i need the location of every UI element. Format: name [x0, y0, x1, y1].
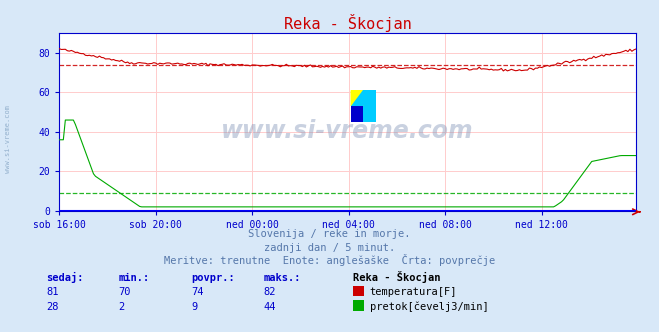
- Text: min.:: min.:: [119, 273, 150, 283]
- Text: www.si-vreme.com: www.si-vreme.com: [221, 119, 474, 143]
- Text: 9: 9: [191, 302, 197, 312]
- Text: www.si-vreme.com: www.si-vreme.com: [5, 106, 11, 173]
- Text: Slovenija / reke in morje.: Slovenija / reke in morje.: [248, 229, 411, 239]
- Title: Reka - Škocjan: Reka - Škocjan: [284, 14, 411, 32]
- Text: maks.:: maks.:: [264, 273, 301, 283]
- Text: 44: 44: [264, 302, 276, 312]
- Text: Meritve: trenutne  Enote: anglešaške  Črta: povprečje: Meritve: trenutne Enote: anglešaške Črta…: [164, 254, 495, 266]
- Text: 70: 70: [119, 288, 131, 297]
- Text: temperatura[F]: temperatura[F]: [370, 288, 457, 297]
- Text: 2: 2: [119, 302, 125, 312]
- Text: 81: 81: [46, 288, 59, 297]
- Text: zadnji dan / 5 minut.: zadnji dan / 5 minut.: [264, 243, 395, 253]
- Text: sedaj:: sedaj:: [46, 272, 84, 283]
- Text: 28: 28: [46, 302, 59, 312]
- Text: 82: 82: [264, 288, 276, 297]
- Text: Reka - Škocjan: Reka - Škocjan: [353, 271, 440, 283]
- Text: povpr.:: povpr.:: [191, 273, 235, 283]
- Text: pretok[čevelj3/min]: pretok[čevelj3/min]: [370, 302, 488, 312]
- Text: 74: 74: [191, 288, 204, 297]
